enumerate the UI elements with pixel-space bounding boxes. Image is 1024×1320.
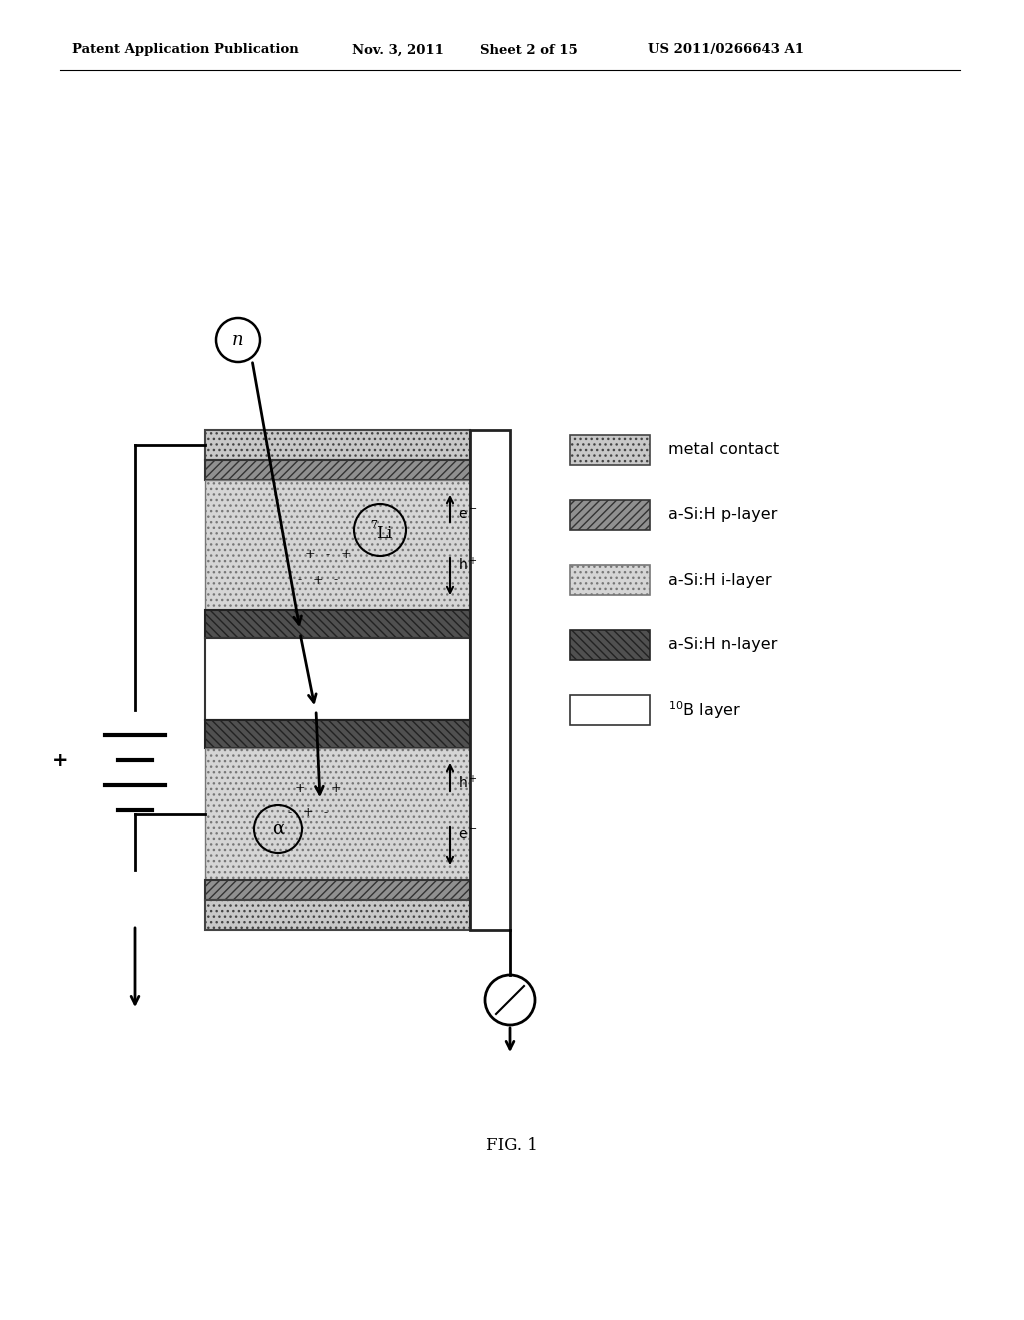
Bar [570,565,650,595]
Bar [570,436,650,465]
Text: h$^+$: h$^+$ [458,556,478,574]
Bar [205,900,470,931]
Bar [570,696,650,725]
Text: e$^-$: e$^-$ [458,828,477,842]
Text: -: - [288,807,292,820]
Text: $^{10}$B layer: $^{10}$B layer [668,700,741,721]
Text: -: - [334,573,338,586]
Text: 7: 7 [371,520,378,531]
Text: +: + [341,549,351,561]
Text: n: n [232,331,244,348]
Text: e$^-$: e$^-$ [458,508,477,521]
Text: a-Si:H n-layer: a-Si:H n-layer [668,638,777,652]
Text: -: - [326,549,330,561]
Text: -: - [324,807,328,820]
Bar [205,638,470,719]
Text: Sheet 2 of 15: Sheet 2 of 15 [480,44,578,57]
Text: metal contact: metal contact [668,442,779,458]
Text: Nov. 3, 2011: Nov. 3, 2011 [352,44,443,57]
Bar [470,430,510,931]
Text: +: + [331,781,341,795]
Bar [205,480,470,610]
Bar [205,430,470,459]
Bar [205,719,470,748]
Text: Li: Li [376,524,392,541]
Text: +: + [312,573,324,586]
Text: h$^+$: h$^+$ [458,775,478,792]
Bar [570,500,650,531]
Bar [205,610,470,638]
Text: +: + [52,751,69,770]
Bar [205,748,470,880]
Text: α: α [272,820,284,838]
Text: +: + [295,781,305,795]
Text: Patent Application Publication: Patent Application Publication [72,44,299,57]
Text: +: + [305,549,315,561]
Bar [570,630,650,660]
Text: +: + [303,807,313,820]
Text: US 2011/0266643 A1: US 2011/0266643 A1 [648,44,804,57]
Text: FIG. 1: FIG. 1 [486,1137,538,1154]
Bar [205,459,470,480]
Text: -: - [298,573,302,586]
Text: -: - [316,781,321,795]
Text: a-Si:H i-layer: a-Si:H i-layer [668,573,772,587]
Bar [205,880,470,900]
Text: a-Si:H p-layer: a-Si:H p-layer [668,507,777,523]
